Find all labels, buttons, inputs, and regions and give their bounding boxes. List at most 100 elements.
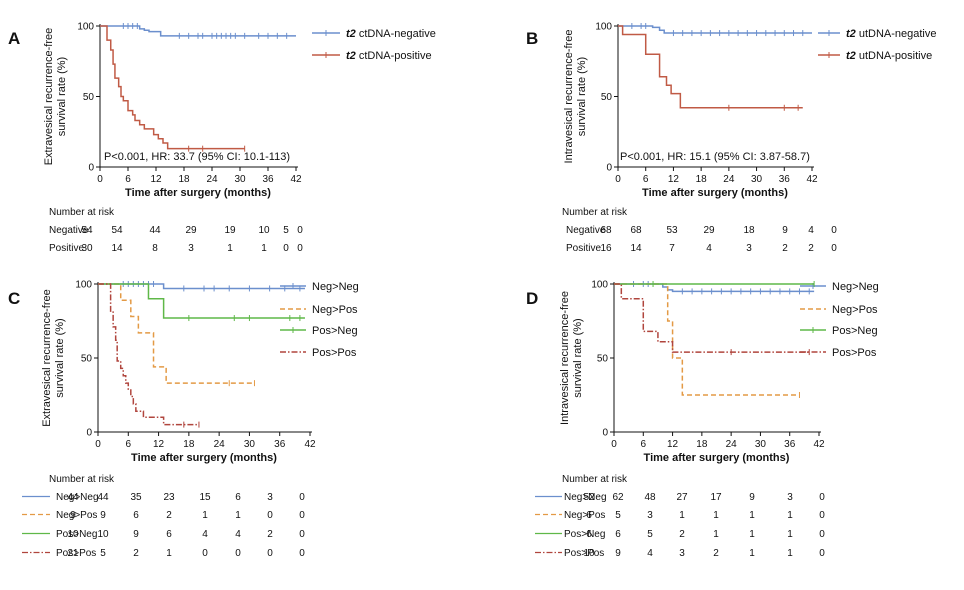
risk-count: 1 (749, 548, 755, 559)
y-tick-label: 0 (602, 428, 608, 439)
legend-italic: t2 (346, 28, 356, 40)
km-curve-utdna-positive (618, 25, 803, 109)
risk-count: 6 (166, 529, 172, 540)
km-curve-ctdna-positive (100, 25, 245, 150)
x-tick-label: 18 (178, 174, 190, 185)
risk-count: 23 (163, 492, 175, 503)
km-curve-neg-neg (614, 283, 815, 293)
risk-count: 44 (67, 492, 79, 503)
risk-count: 10 (97, 529, 109, 540)
risk-count: 4 (808, 225, 814, 236)
risk-count: 0 (819, 529, 825, 540)
risk-count: 6 (133, 510, 139, 521)
risk-count: 2 (679, 529, 685, 540)
x-tick-label: 0 (95, 439, 101, 450)
risk-count: 3 (787, 492, 793, 503)
x-axis-title: Time after surgery (months) (125, 187, 271, 199)
risk-count: 68 (630, 225, 642, 236)
legend-entry: Neg>Neg (312, 281, 359, 293)
y-tick-label: 0 (86, 428, 92, 439)
y-axis-title: Intravesical recurrence-free (563, 30, 575, 164)
risk-count: 0 (819, 548, 825, 559)
risk-count: 5 (100, 548, 106, 559)
risk-count: 17 (710, 492, 722, 503)
risk-count: 0 (283, 243, 289, 254)
risk-table-header: Number at risk (49, 474, 115, 485)
km-curve-ctdna-negative (100, 25, 296, 37)
y-axis-title: survival rate (%) (572, 318, 584, 397)
risk-count: 3 (267, 492, 273, 503)
risk-count: 1 (679, 510, 685, 521)
risk-count: 3 (647, 510, 653, 521)
x-tick-label: 30 (244, 439, 256, 450)
legend-entry: Neg>Neg (832, 281, 879, 293)
risk-row-label: Pos>Neg (564, 529, 605, 540)
x-tick-label: 30 (751, 174, 763, 185)
risk-count: 14 (630, 243, 642, 254)
risk-count: 2 (808, 243, 814, 254)
x-tick-label: 24 (726, 439, 738, 450)
risk-count: 53 (666, 225, 678, 236)
risk-row-label: Neg>Neg (56, 492, 99, 503)
risk-count: 14 (111, 243, 123, 254)
legend-name: ctDNA-positive (356, 50, 432, 62)
risk-count: 1 (261, 243, 267, 254)
risk-count: 10 (258, 225, 270, 236)
x-tick-label: 6 (643, 174, 649, 185)
stat-annotation: P<0.001, HR: 33.7 (95% CI: 10.1-113) (104, 151, 290, 163)
risk-count: 5 (615, 510, 621, 521)
x-tick-label: 6 (125, 174, 131, 185)
panel-letter: D (526, 289, 538, 308)
risk-count: 1 (749, 529, 755, 540)
legend-name: Neg>Neg (312, 281, 359, 293)
risk-count: 48 (644, 492, 656, 503)
risk-count: 1 (787, 548, 793, 559)
y-tick-label: 100 (591, 280, 608, 291)
risk-count: 9 (782, 225, 788, 236)
risk-count: 4 (202, 529, 208, 540)
risk-count: 6 (615, 529, 621, 540)
risk-count: 2 (133, 548, 139, 559)
risk-count: 1 (202, 510, 208, 521)
risk-count: 0 (297, 225, 303, 236)
y-axis-title: Extravesical recurrence-free (41, 289, 53, 427)
risk-count: 6 (235, 492, 241, 503)
x-tick-label: 0 (615, 174, 621, 185)
legend-italic: t2 (846, 28, 856, 40)
risk-count: 2 (267, 529, 273, 540)
x-tick-label: 12 (668, 174, 680, 185)
legend-entry: Pos>Pos (312, 347, 357, 359)
y-tick-label: 50 (601, 92, 613, 103)
risk-count: 44 (97, 492, 109, 503)
legend-entry: Neg>Pos (832, 304, 878, 316)
legend-name: Neg>Pos (312, 304, 358, 316)
legend-entry: Neg>Pos (312, 304, 358, 316)
risk-count: 6 (586, 510, 592, 521)
risk-count: 9 (133, 529, 139, 540)
risk-count: 1 (787, 510, 793, 521)
legend-name: ctDNA-negative (356, 28, 436, 40)
x-tick-label: 6 (641, 439, 647, 450)
x-tick-label: 18 (696, 439, 708, 450)
legend-entry: Pos>Neg (832, 325, 878, 337)
x-tick-label: 18 (696, 174, 708, 185)
y-axis-title: Extravesical recurrence-free (43, 28, 55, 166)
risk-count: 27 (676, 492, 688, 503)
x-tick-label: 36 (274, 439, 286, 450)
risk-count: 19 (224, 225, 236, 236)
risk-count: 18 (743, 225, 755, 236)
risk-count: 0 (299, 548, 305, 559)
stat-annotation: P<0.001, HR: 15.1 (95% CI: 3.87-58.7) (620, 151, 810, 163)
risk-count: 1 (166, 548, 172, 559)
legend-name: Pos>Neg (312, 325, 358, 337)
y-tick-label: 50 (81, 354, 93, 365)
x-tick-label: 42 (813, 439, 825, 450)
y-tick-label: 50 (597, 354, 609, 365)
risk-count: 15 (199, 492, 211, 503)
legend-entry: Pos>Pos (832, 347, 877, 359)
risk-count: 29 (703, 225, 715, 236)
risk-table-header: Number at risk (562, 207, 628, 218)
x-axis-title: Time after surgery (months) (131, 452, 277, 464)
